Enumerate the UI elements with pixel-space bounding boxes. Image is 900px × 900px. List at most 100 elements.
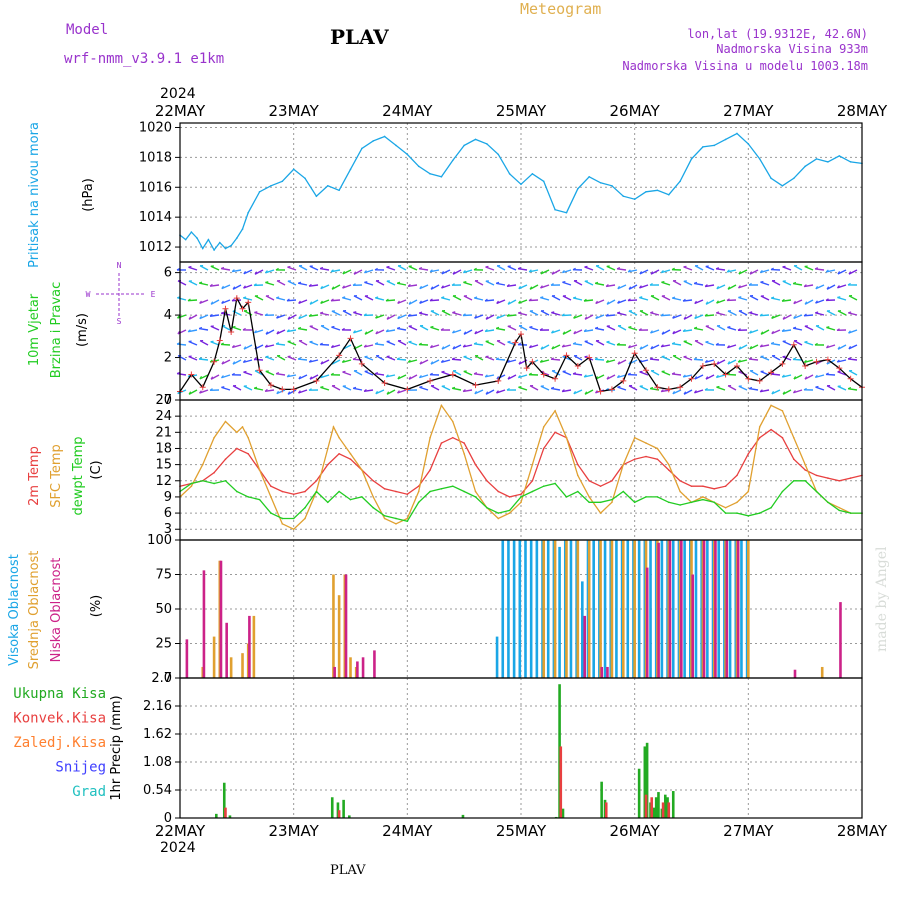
precip-bar [337, 810, 341, 818]
temperature-point [577, 474, 579, 477]
precip-ytick-label: 1.62 [143, 727, 172, 742]
temperature-point [224, 458, 227, 461]
temperature-point [520, 496, 522, 498]
wind-vector-head [649, 357, 654, 360]
wind-vector-head [803, 313, 807, 317]
wind-vector-head [661, 331, 665, 335]
wind-ytick-label: 2 [164, 351, 172, 366]
precip-bar [604, 802, 608, 818]
wind-vector [408, 299, 418, 305]
wind-vector [650, 269, 660, 275]
wind-vector-head [276, 315, 279, 319]
wind-vector-head [561, 344, 565, 348]
wind-vector [683, 389, 693, 395]
wind-vector-head [617, 300, 620, 304]
wind-vector [518, 299, 528, 304]
wind-vector-head [451, 386, 456, 389]
wind-vector [407, 314, 418, 317]
wind-vector-head [782, 355, 786, 358]
wind-vector [562, 389, 572, 393]
wind-vector-head [672, 296, 676, 299]
temperature-point [633, 501, 636, 504]
wind-vector [177, 297, 187, 301]
wind-vector-head [771, 391, 775, 395]
wind-vector-head [573, 315, 576, 319]
temperature-point [577, 490, 579, 493]
wind-vector [232, 359, 242, 365]
temperature-point [429, 469, 431, 471]
precip-legend-0: Ukupna Kisa [13, 686, 106, 702]
clouds-bar [793, 669, 797, 678]
wind-vector-head [627, 269, 631, 273]
wind-speed-marker [654, 384, 661, 391]
wind-vector-head [308, 313, 312, 317]
wind-vector-head [363, 388, 367, 392]
wind-vector [506, 284, 517, 288]
x-label-bottom: 22MAY [155, 822, 206, 840]
wind-vector [342, 385, 352, 391]
wind-vector-head [353, 271, 357, 275]
wind-vector-head [760, 280, 764, 283]
wind-vector-head [716, 300, 719, 304]
wind-vector [320, 312, 330, 316]
wind-vector-head [605, 359, 609, 363]
wind-vector-head [583, 374, 587, 378]
wind-speed-marker [256, 367, 263, 374]
temperature-point [838, 479, 841, 482]
wind-vector-head [837, 296, 841, 299]
wind-vector [220, 343, 231, 346]
temperature-point [838, 506, 841, 509]
wind-vector [254, 370, 264, 376]
wind-vector-head [319, 266, 324, 270]
wind-vector-head [847, 386, 852, 390]
wind-vector [353, 311, 363, 316]
compass-e-label: E [151, 290, 156, 299]
wind-vector [617, 386, 627, 391]
wind-vector [276, 297, 286, 301]
wind-vector-head [221, 300, 224, 304]
wind-vector [605, 314, 616, 317]
temperature-point [497, 512, 500, 514]
wind-vector-head [605, 313, 609, 317]
wind-vector-head [683, 316, 687, 320]
wind-speed-marker [381, 380, 388, 387]
wind-vector-head [429, 298, 433, 302]
clouds-bar [702, 540, 706, 678]
temperature-point [531, 479, 534, 482]
wind-vector [694, 265, 704, 271]
wind-vector-head [738, 296, 742, 299]
wind-vector [826, 344, 836, 349]
temperature-point [417, 490, 420, 493]
pressure-point [679, 180, 681, 183]
wind-vector-head [671, 372, 676, 375]
wind-vector-head [551, 330, 554, 334]
wind-vector [705, 299, 715, 305]
wind-vector [309, 299, 319, 305]
wind-vector-head [628, 326, 632, 328]
wind-vector-head [484, 374, 488, 378]
wind-vector [594, 358, 605, 361]
wind-vector [287, 266, 297, 271]
temperature-ytick-label: 3 [164, 522, 172, 537]
wind-vector [848, 344, 858, 350]
wind-vector [177, 314, 187, 319]
clouds-bar [740, 540, 743, 678]
precip-frame [179, 677, 863, 819]
wind-vector-head [452, 271, 456, 275]
wind-vector [694, 282, 704, 286]
wind-vector-head [617, 311, 621, 314]
clouds-ytick-label: 50 [155, 602, 172, 617]
wind-vector [661, 355, 671, 361]
wind-vector [210, 265, 220, 271]
wind-vector [781, 329, 792, 332]
wind-vector-head [573, 390, 577, 395]
wind-vector-head [847, 357, 852, 360]
wind-ytick-label: 6 [164, 266, 172, 281]
wind-vector [264, 389, 275, 392]
wind-vector [419, 299, 429, 304]
wind-vector-head [485, 265, 489, 268]
wind-vector-head [232, 325, 236, 328]
wind-vector-head [330, 298, 334, 302]
wind-speed-marker [540, 371, 547, 378]
wind-vector-head [650, 330, 653, 334]
